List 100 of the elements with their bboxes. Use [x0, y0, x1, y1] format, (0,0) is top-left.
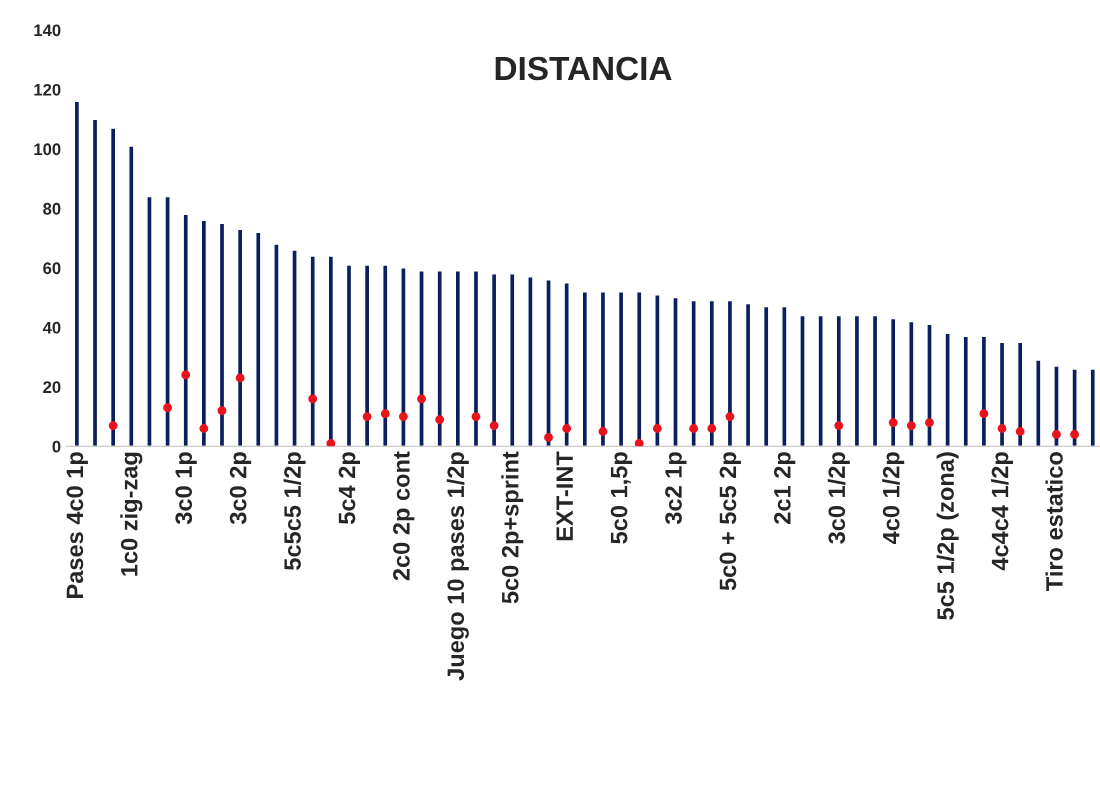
x-tick-label: Pases 4c0 1p	[66, 452, 88, 598]
point	[108, 421, 118, 430]
bar	[400, 267, 407, 447]
bar	[436, 270, 443, 447]
y-tick-label: 140	[34, 24, 61, 37]
point	[634, 438, 644, 447]
bar	[871, 314, 879, 447]
point	[362, 412, 372, 421]
point	[925, 418, 934, 427]
bar	[853, 314, 861, 447]
point	[906, 421, 916, 430]
bar	[962, 335, 969, 447]
bar	[164, 195, 171, 447]
x-tick-label: EXT-INT	[556, 451, 573, 541]
x-tick-label: Tiro estatico	[1045, 452, 1063, 591]
bar	[273, 243, 280, 447]
x-tick-label: 2c0 2p cont	[393, 451, 415, 581]
point	[598, 427, 608, 436]
point	[489, 421, 499, 430]
point	[997, 424, 1007, 433]
point	[689, 424, 699, 433]
bar	[744, 302, 752, 447]
bar	[690, 299, 697, 447]
bar	[382, 264, 389, 447]
point	[326, 438, 336, 447]
x-tick-label: 3c2 1p	[665, 452, 687, 525]
y-tick-label: 120	[34, 83, 61, 96]
bar	[563, 282, 570, 447]
bar	[128, 145, 135, 447]
bar	[781, 305, 788, 447]
y-tick-label: 0	[52, 440, 61, 453]
point	[652, 424, 662, 433]
point	[399, 412, 408, 421]
bar	[762, 305, 770, 447]
x-tick-label: 5c5 1/2p (zona)	[936, 452, 959, 620]
bar	[454, 270, 462, 447]
bar	[182, 213, 189, 447]
point	[435, 415, 445, 424]
text: DISTANCIA	[495, 56, 672, 81]
point	[834, 421, 844, 430]
point	[1070, 430, 1079, 439]
point	[181, 370, 191, 380]
x-tick-label: 3c0 1/2p	[827, 452, 850, 544]
point	[217, 406, 227, 416]
bar	[109, 127, 117, 447]
x-tick-label: 5c4 2p	[338, 452, 360, 524]
bar	[944, 332, 951, 447]
y-tick-label: 100	[34, 143, 61, 156]
bar	[146, 195, 153, 447]
point	[1015, 427, 1025, 436]
x-tick-label: 4c0 1/2p	[882, 452, 905, 545]
bar	[291, 249, 298, 447]
bar	[1089, 368, 1096, 447]
point	[725, 412, 735, 421]
bar	[654, 293, 661, 447]
bar	[1053, 365, 1060, 447]
x-tick-label: 5c0 2p+sprint	[501, 451, 524, 604]
point	[417, 394, 426, 404]
y-tick-label: 40	[42, 321, 61, 334]
x-tick-label: 3c0 2p	[229, 452, 252, 525]
y-tick-label: 60	[43, 262, 61, 275]
bar	[1035, 359, 1042, 447]
bar	[509, 273, 516, 447]
x-tick-label: 5c0 1,5p	[610, 452, 633, 544]
bar	[73, 100, 81, 447]
bar	[345, 264, 353, 447]
bar	[617, 291, 625, 447]
bar	[672, 296, 679, 447]
y-tick-label: 20	[43, 381, 61, 394]
point	[380, 409, 390, 419]
x-tick-label: Juego 10 pases 1/2p	[446, 452, 469, 681]
point	[308, 394, 318, 404]
bar	[309, 255, 316, 447]
x-tick-label: 4c4c4 1/2p	[991, 452, 1014, 571]
x-tick-label: 3c0 1p	[175, 452, 197, 525]
point	[199, 424, 209, 433]
point	[707, 424, 717, 433]
bar	[926, 323, 933, 447]
bar	[545, 279, 552, 447]
point	[235, 373, 245, 383]
x-tick-label: 1c0 zig-zag	[120, 452, 143, 576]
x-tick-label: 5c5c5 1/2p	[283, 452, 306, 570]
point	[1052, 430, 1061, 439]
bar	[418, 270, 425, 447]
point	[888, 418, 898, 427]
y-tick-label: 80	[43, 202, 61, 215]
bar	[91, 118, 99, 447]
bar	[255, 231, 262, 447]
bar	[1071, 368, 1078, 447]
bar	[581, 291, 589, 447]
point	[979, 409, 989, 419]
bar	[817, 314, 824, 447]
point	[471, 412, 481, 421]
bar	[799, 314, 806, 447]
point	[544, 433, 553, 442]
point	[163, 403, 172, 413]
bar	[908, 320, 915, 447]
point	[562, 424, 572, 433]
x-tick-label: 5c0 + 5c5 2p	[719, 452, 741, 591]
bar	[527, 276, 534, 447]
